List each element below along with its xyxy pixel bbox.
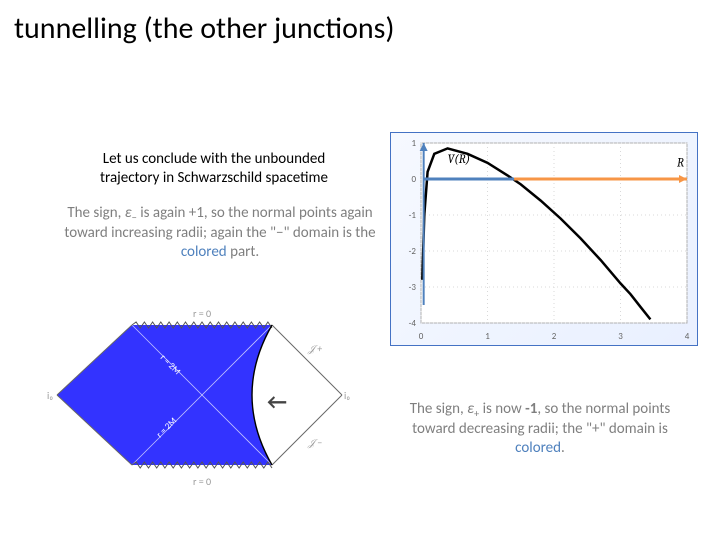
svg-text:𝒥 −: 𝒥 − (89, 436, 104, 449)
sign-epsilon-minus-text: The sign, ε− is again +1, so the normal … (60, 204, 380, 262)
arrow-left-icon: ← (267, 388, 287, 415)
svg-text:1: 1 (485, 331, 490, 342)
svg-text:-2: -2 (409, 246, 417, 257)
sp-epsilon: ε (467, 400, 474, 418)
svg-text:𝒥 −: 𝒥 − (307, 436, 322, 449)
svg-text:0: 0 (419, 331, 424, 342)
sn-end: part. (227, 243, 260, 261)
svg-text:𝒥 +: 𝒥 + (307, 342, 322, 355)
sp-end: . (561, 439, 565, 457)
sn-pre: The sign, (67, 204, 124, 222)
intro-text: Let us conclude with the unbounded traje… (64, 150, 364, 188)
svg-text:2: 2 (552, 331, 557, 342)
svg-text:1: 1 (411, 138, 416, 149)
sn-colored: colored (181, 243, 227, 261)
svg-text:𝒥 +: 𝒥 + (89, 342, 104, 355)
svg-text:i₀: i₀ (47, 389, 53, 402)
svg-text:i₀: i₀ (344, 389, 350, 402)
svg-text:R: R (677, 155, 684, 169)
penrose-diagram: r = 0r = 0𝒥 +𝒥 −𝒥 +𝒥 −i₀i₀r = 2Mr = 2M (42, 300, 352, 490)
svg-text:3: 3 (618, 331, 623, 342)
page-title: tunnelling (the other junctions) (14, 10, 664, 47)
svg-text:V(R): V(R) (448, 152, 470, 166)
svg-text:-3: -3 (409, 282, 417, 293)
sp-pre: The sign, (410, 400, 467, 418)
svg-text:4: 4 (685, 331, 690, 342)
sn-epsilon: ε (125, 204, 132, 222)
intro-line-1: Let us conclude with the unbounded (103, 150, 325, 168)
sp-val: -1 (525, 400, 537, 418)
potential-chart-svg: 0 1 2 3 4 1 0 -1 -2 -3 -4 V(R) R (391, 133, 697, 345)
svg-text:r = 0: r = 0 (193, 475, 211, 488)
sign-epsilon-plus-text: The sign, ε+ is now -1, so the normal po… (390, 400, 690, 458)
potential-chart: 0 1 2 3 4 1 0 -1 -2 -3 -4 V(R) R (390, 132, 698, 346)
svg-text:-4: -4 (409, 318, 417, 329)
svg-text:-1: -1 (409, 210, 417, 221)
penrose-diagram-svg: r = 0r = 0𝒥 +𝒥 −𝒥 +𝒥 −i₀i₀r = 2Mr = 2M (42, 300, 352, 490)
sp-colored: colored (515, 439, 561, 457)
intro-line-2: trajectory in Schwarzschild spacetime (100, 169, 328, 187)
sp-mid: is now (479, 400, 525, 418)
svg-text:0: 0 (411, 174, 416, 185)
svg-text:r = 0: r = 0 (193, 307, 211, 320)
